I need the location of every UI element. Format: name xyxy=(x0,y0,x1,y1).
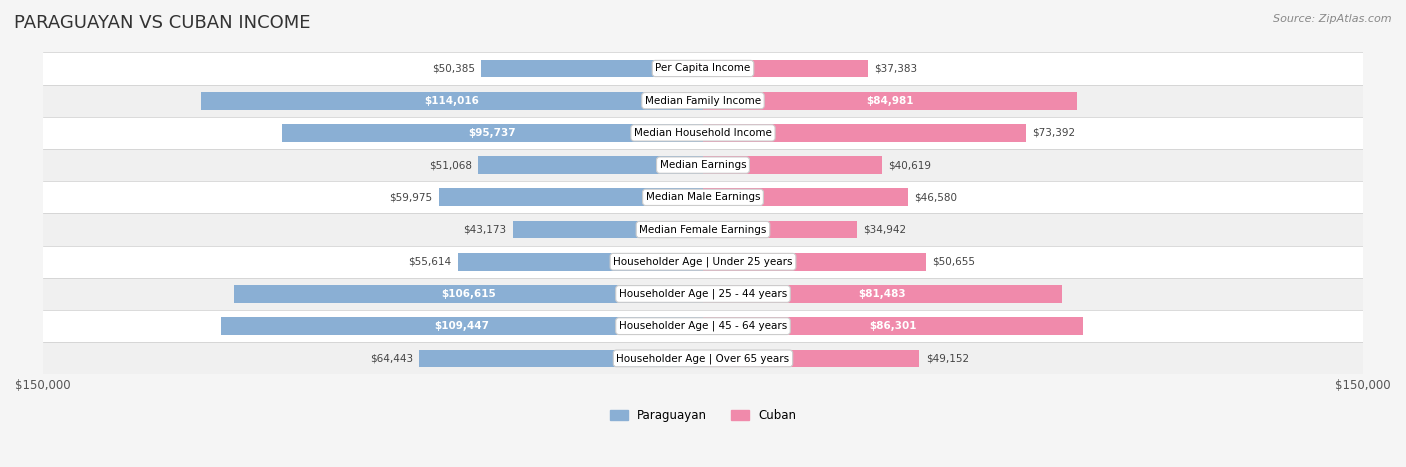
Text: Median Female Earnings: Median Female Earnings xyxy=(640,225,766,234)
Text: $55,614: $55,614 xyxy=(409,257,451,267)
Bar xyxy=(42,85,1364,117)
Text: $59,975: $59,975 xyxy=(389,192,433,202)
Bar xyxy=(439,189,703,206)
Bar xyxy=(478,156,703,174)
Bar xyxy=(703,317,1083,335)
Text: Householder Age | Over 65 years: Householder Age | Over 65 years xyxy=(616,353,790,364)
Bar xyxy=(42,181,1364,213)
Bar xyxy=(221,317,703,335)
Bar xyxy=(201,92,703,110)
Bar xyxy=(42,52,1364,85)
Text: $73,392: $73,392 xyxy=(1032,128,1076,138)
Bar xyxy=(42,149,1364,181)
Bar xyxy=(42,117,1364,149)
Text: $64,443: $64,443 xyxy=(370,354,413,363)
Text: Householder Age | Under 25 years: Householder Age | Under 25 years xyxy=(613,256,793,267)
Text: $43,173: $43,173 xyxy=(463,225,506,234)
Bar xyxy=(703,349,920,367)
Text: Median Family Income: Median Family Income xyxy=(645,96,761,106)
Text: $84,981: $84,981 xyxy=(866,96,914,106)
Text: $34,942: $34,942 xyxy=(863,225,907,234)
Bar xyxy=(703,285,1062,303)
Text: $49,152: $49,152 xyxy=(927,354,969,363)
Legend: Paraguayan, Cuban: Paraguayan, Cuban xyxy=(606,404,800,426)
Text: $81,483: $81,483 xyxy=(859,289,905,299)
Bar xyxy=(703,60,868,78)
Text: $86,301: $86,301 xyxy=(869,321,917,331)
Bar xyxy=(703,92,1077,110)
Bar xyxy=(481,60,703,78)
Bar xyxy=(703,221,856,238)
Bar xyxy=(703,189,908,206)
Bar xyxy=(419,349,703,367)
Text: $37,383: $37,383 xyxy=(875,64,917,73)
Bar xyxy=(42,342,1364,375)
Text: Source: ZipAtlas.com: Source: ZipAtlas.com xyxy=(1274,14,1392,24)
Text: PARAGUAYAN VS CUBAN INCOME: PARAGUAYAN VS CUBAN INCOME xyxy=(14,14,311,32)
Text: Householder Age | 25 - 44 years: Householder Age | 25 - 44 years xyxy=(619,289,787,299)
Bar xyxy=(703,156,882,174)
Text: $46,580: $46,580 xyxy=(915,192,957,202)
Text: Median Male Earnings: Median Male Earnings xyxy=(645,192,761,202)
Text: Per Capita Income: Per Capita Income xyxy=(655,64,751,73)
Text: $109,447: $109,447 xyxy=(434,321,489,331)
Bar xyxy=(281,124,703,142)
Text: $50,655: $50,655 xyxy=(932,257,976,267)
Bar xyxy=(513,221,703,238)
Text: Median Household Income: Median Household Income xyxy=(634,128,772,138)
Text: $114,016: $114,016 xyxy=(425,96,479,106)
Bar xyxy=(233,285,703,303)
Bar xyxy=(42,310,1364,342)
Bar xyxy=(42,278,1364,310)
Text: $106,615: $106,615 xyxy=(441,289,496,299)
Text: $51,068: $51,068 xyxy=(429,160,471,170)
Bar xyxy=(42,213,1364,246)
Bar xyxy=(458,253,703,270)
Bar xyxy=(703,124,1026,142)
Bar xyxy=(42,246,1364,278)
Bar xyxy=(703,253,927,270)
Text: Householder Age | 45 - 64 years: Householder Age | 45 - 64 years xyxy=(619,321,787,332)
Text: $50,385: $50,385 xyxy=(432,64,475,73)
Text: $95,737: $95,737 xyxy=(468,128,516,138)
Text: $40,619: $40,619 xyxy=(889,160,931,170)
Text: Median Earnings: Median Earnings xyxy=(659,160,747,170)
